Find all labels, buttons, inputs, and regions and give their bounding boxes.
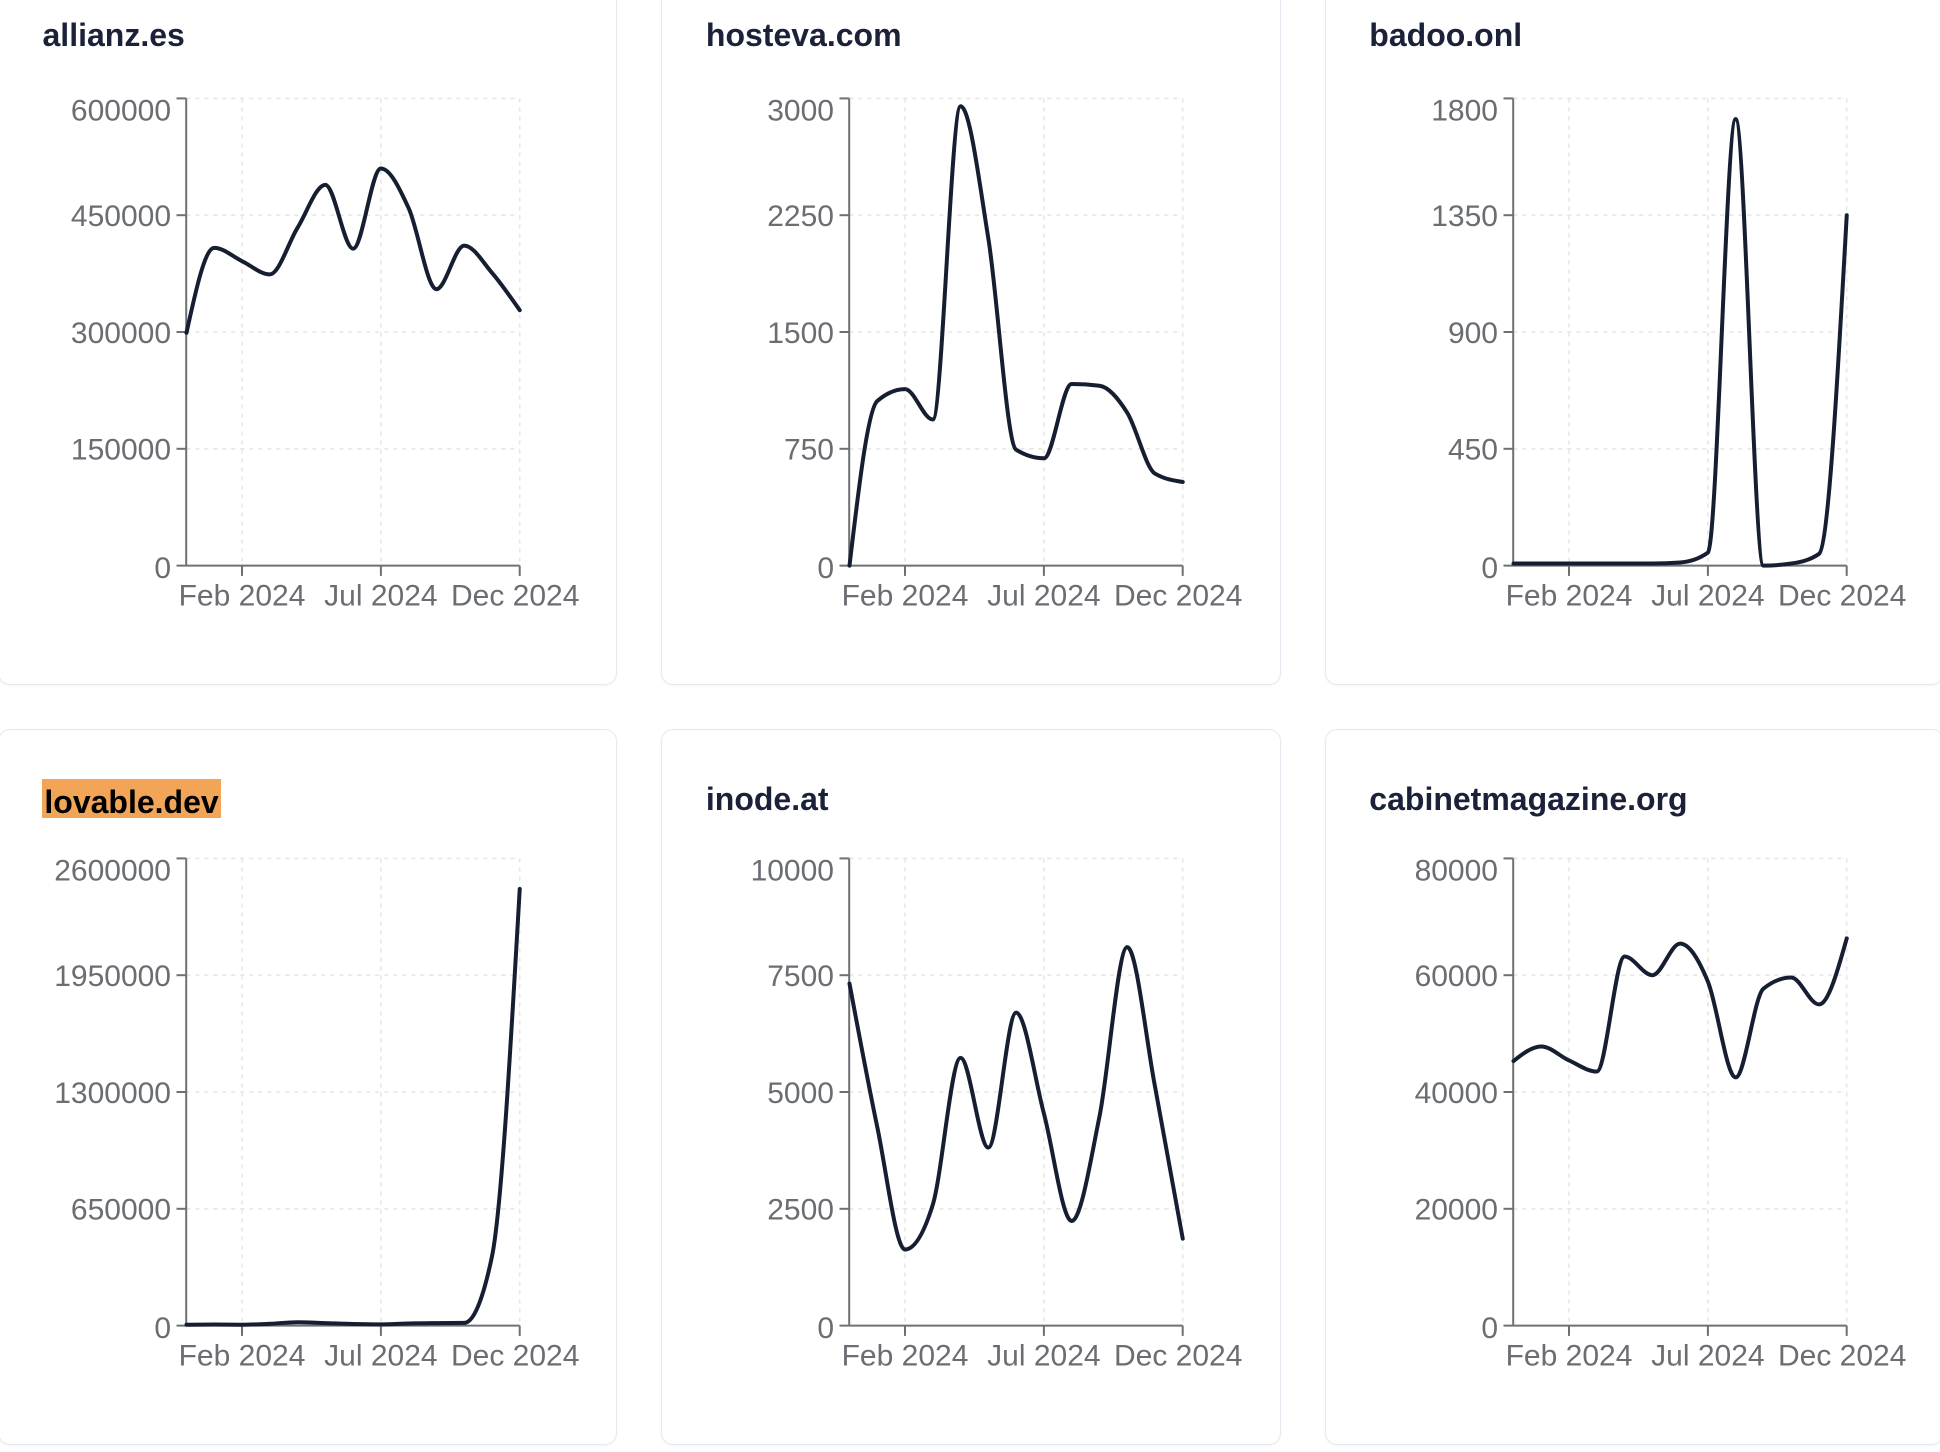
- svg-text:750: 750: [784, 433, 834, 466]
- svg-text:2500: 2500: [768, 1193, 835, 1226]
- svg-text:Feb 2024: Feb 2024: [179, 1339, 306, 1372]
- svg-text:300000: 300000: [71, 317, 171, 350]
- svg-text:60000: 60000: [1414, 960, 1497, 993]
- svg-text:Jul 2024: Jul 2024: [324, 1339, 437, 1372]
- svg-text:0: 0: [154, 552, 171, 585]
- svg-text:5000: 5000: [768, 1077, 835, 1110]
- svg-text:1350: 1350: [1431, 200, 1498, 233]
- svg-text:1300000: 1300000: [54, 1077, 171, 1110]
- svg-text:0: 0: [1481, 552, 1498, 585]
- svg-text:Jul 2024: Jul 2024: [1651, 579, 1764, 612]
- svg-text:Feb 2024: Feb 2024: [179, 579, 306, 612]
- svg-text:900: 900: [1448, 317, 1498, 350]
- svg-text:20000: 20000: [1414, 1193, 1497, 1226]
- svg-text:3000: 3000: [768, 94, 835, 127]
- svg-text:Jul 2024: Jul 2024: [1651, 1339, 1764, 1372]
- svg-text:Dec 2024: Dec 2024: [451, 1339, 579, 1372]
- svg-text:7500: 7500: [768, 960, 835, 993]
- svg-text:Feb 2024: Feb 2024: [1505, 579, 1632, 612]
- svg-text:600000: 600000: [71, 94, 171, 127]
- svg-text:0: 0: [154, 1312, 171, 1345]
- svg-text:Feb 2024: Feb 2024: [842, 1339, 969, 1372]
- svg-text:Dec 2024: Dec 2024: [451, 579, 579, 612]
- svg-text:0: 0: [1481, 1312, 1498, 1345]
- svg-text:450000: 450000: [71, 200, 171, 233]
- svg-text:Jul 2024: Jul 2024: [988, 1339, 1101, 1372]
- svg-text:Feb 2024: Feb 2024: [1505, 1339, 1632, 1372]
- svg-text:2250: 2250: [768, 200, 835, 233]
- svg-text:1500: 1500: [768, 317, 835, 350]
- svg-text:Dec 2024: Dec 2024: [1778, 579, 1906, 612]
- svg-text:10000: 10000: [751, 854, 834, 887]
- svg-text:450: 450: [1448, 433, 1498, 466]
- svg-text:Dec 2024: Dec 2024: [1778, 1339, 1906, 1372]
- svg-text:Dec 2024: Dec 2024: [1114, 579, 1242, 612]
- svg-text:0: 0: [818, 552, 835, 585]
- svg-text:Jul 2024: Jul 2024: [988, 579, 1101, 612]
- svg-text:2600000: 2600000: [54, 854, 171, 887]
- svg-text:Feb 2024: Feb 2024: [842, 579, 969, 612]
- svg-text:40000: 40000: [1414, 1077, 1497, 1110]
- svg-text:150000: 150000: [71, 433, 171, 466]
- svg-text:Dec 2024: Dec 2024: [1114, 1339, 1242, 1372]
- svg-text:650000: 650000: [71, 1193, 171, 1226]
- svg-text:1950000: 1950000: [54, 960, 171, 993]
- svg-text:Jul 2024: Jul 2024: [324, 579, 437, 612]
- svg-text:0: 0: [818, 1312, 835, 1345]
- svg-text:1800: 1800: [1431, 94, 1498, 127]
- svg-text:80000: 80000: [1414, 854, 1497, 887]
